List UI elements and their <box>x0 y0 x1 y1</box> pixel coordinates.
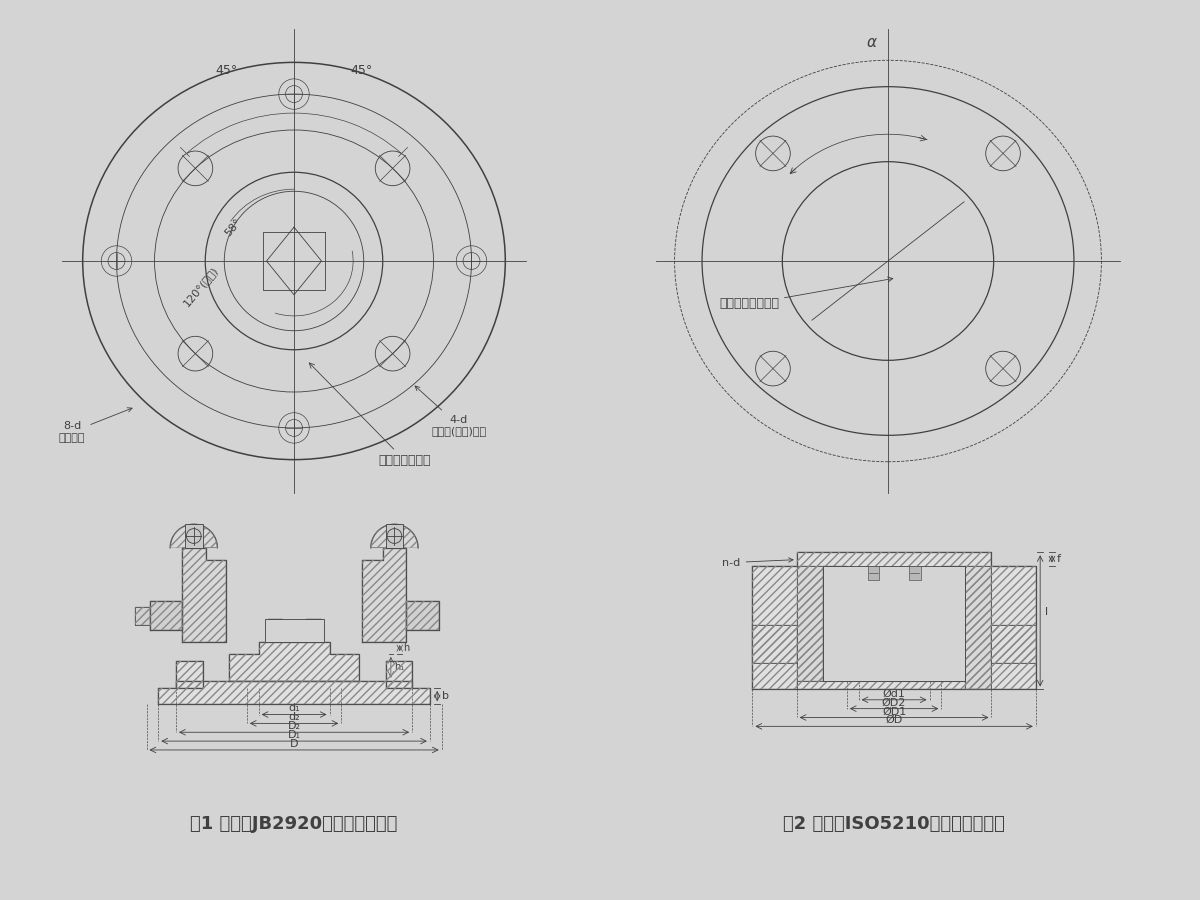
Text: D₂: D₂ <box>288 721 300 731</box>
Polygon shape <box>930 565 965 680</box>
Text: D₁: D₁ <box>288 730 300 740</box>
Bar <box>868 565 880 581</box>
Text: 8-d
光孔位置: 8-d 光孔位置 <box>59 408 132 443</box>
Polygon shape <box>752 553 1036 689</box>
Text: 120°(三极): 120°(三极) <box>181 265 220 308</box>
Text: D: D <box>290 739 299 749</box>
Bar <box>185 524 203 548</box>
Text: ØD2: ØD2 <box>882 698 906 707</box>
Bar <box>264 618 324 643</box>
Text: h: h <box>403 644 409 653</box>
Polygon shape <box>150 601 182 630</box>
Text: 45°: 45° <box>350 64 373 77</box>
Polygon shape <box>407 601 439 630</box>
Text: h₁: h₁ <box>394 662 404 672</box>
Text: 图2 推力型ISO5210标准连接尺寸图: 图2 推力型ISO5210标准连接尺寸图 <box>784 814 1006 832</box>
Polygon shape <box>229 643 359 680</box>
Text: ØD1: ØD1 <box>882 706 906 716</box>
Polygon shape <box>991 625 1036 663</box>
Text: 45°: 45° <box>215 64 238 77</box>
Text: ØD: ØD <box>886 716 902 725</box>
Text: d₂: d₂ <box>288 712 300 722</box>
Polygon shape <box>797 565 823 689</box>
Polygon shape <box>306 618 320 636</box>
Polygon shape <box>371 524 418 548</box>
Polygon shape <box>385 662 412 688</box>
Polygon shape <box>182 548 227 643</box>
Text: 图1 转矩型JB2920标准连接尺寸图: 图1 转矩型JB2920标准连接尺寸图 <box>191 814 397 832</box>
Polygon shape <box>134 607 150 625</box>
Text: 与蜗杆轴心线平行: 与蜗杆轴心线平行 <box>719 277 893 310</box>
Polygon shape <box>823 565 859 680</box>
Text: b: b <box>442 691 449 701</box>
Text: 4-d
螺纹孔(光孔)位置: 4-d 螺纹孔(光孔)位置 <box>415 386 486 436</box>
Text: d₁: d₁ <box>288 704 300 714</box>
Text: 与电机轴线平行: 与电机轴线平行 <box>310 363 431 467</box>
Text: 58°: 58° <box>223 217 244 238</box>
Polygon shape <box>752 625 797 663</box>
Polygon shape <box>268 618 282 636</box>
Text: Ød1: Ød1 <box>883 688 906 698</box>
Bar <box>823 565 965 680</box>
Polygon shape <box>362 548 407 643</box>
Text: l: l <box>1044 607 1048 617</box>
Text: α: α <box>866 35 876 50</box>
Polygon shape <box>965 565 991 689</box>
Bar <box>385 524 403 548</box>
Bar <box>908 565 920 581</box>
Polygon shape <box>158 680 430 704</box>
Text: f: f <box>1056 554 1061 564</box>
Text: n-d: n-d <box>722 558 793 568</box>
Polygon shape <box>859 572 930 680</box>
Polygon shape <box>170 524 217 548</box>
Polygon shape <box>176 662 203 688</box>
